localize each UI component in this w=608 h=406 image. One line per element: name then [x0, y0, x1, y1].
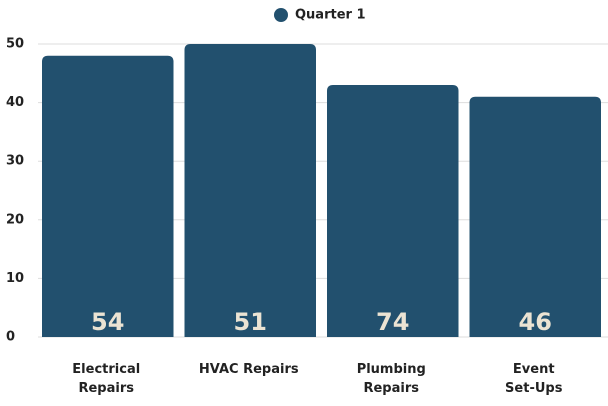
y-tick-label: 30: [6, 154, 24, 169]
legend-marker: [274, 8, 288, 22]
x-tick-label: HVAC Repairs: [198, 362, 299, 377]
bar: [184, 44, 316, 337]
y-tick-label: 0: [6, 330, 15, 345]
y-tick-label: 50: [6, 37, 24, 52]
x-tick-label: Event Set-Ups: [505, 362, 563, 396]
x-tick-label: Plumbing Repairs: [356, 362, 426, 396]
x-tick-label: Electrical Repairs: [72, 362, 141, 396]
data-label: 46: [519, 308, 552, 336]
y-tick-label: 40: [6, 95, 24, 110]
bar: [469, 96, 601, 338]
data-label: 74: [376, 308, 409, 336]
bar: [327, 85, 459, 338]
data-label: 51: [234, 308, 267, 336]
bar: [42, 55, 174, 337]
y-tick-label: 10: [6, 271, 24, 286]
data-label: 54: [91, 308, 124, 336]
y-tick-label: 20: [6, 212, 24, 227]
legend-label: Quarter 1: [295, 8, 366, 23]
